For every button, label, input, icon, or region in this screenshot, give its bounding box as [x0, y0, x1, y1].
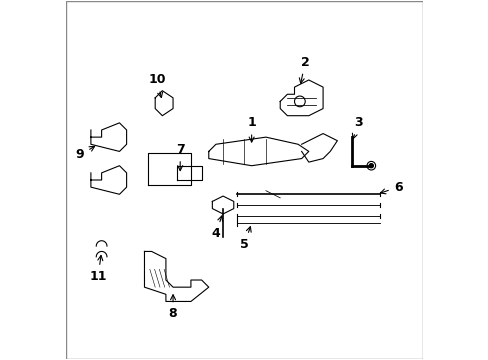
Bar: [176, 166, 201, 180]
Polygon shape: [144, 251, 208, 301]
Bar: [148, 153, 190, 185]
Circle shape: [368, 163, 373, 168]
Polygon shape: [208, 137, 308, 166]
Text: 2: 2: [299, 55, 309, 83]
Text: 5: 5: [240, 227, 251, 251]
Text: 6: 6: [380, 181, 402, 194]
Text: 7: 7: [176, 143, 184, 171]
Text: 4: 4: [211, 216, 222, 240]
Text: 10: 10: [148, 73, 165, 98]
Polygon shape: [155, 91, 173, 116]
Text: 3: 3: [352, 116, 363, 139]
Polygon shape: [301, 134, 337, 162]
Text: 9: 9: [76, 147, 94, 162]
Text: 8: 8: [168, 295, 177, 320]
Text: 1: 1: [247, 116, 256, 142]
Text: 11: 11: [89, 256, 106, 283]
